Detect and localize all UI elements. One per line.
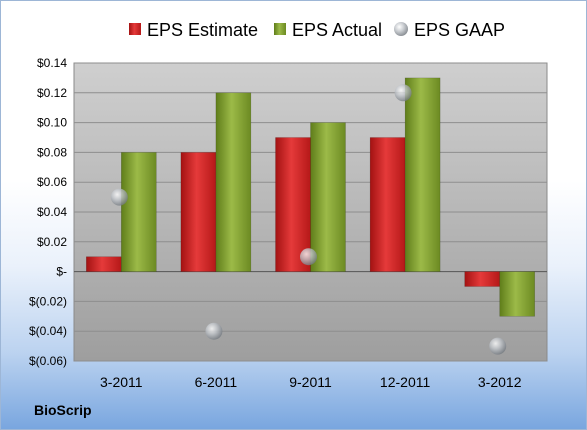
y-tick-label: $(0.06) [29,354,67,368]
actual-bar [310,122,346,272]
y-tick-label: $0.12 [37,86,67,100]
y-axis: $0.14 $0.12 $0.10 $0.08 $0.06 $0.04 $0.02 $- $(0… [29,56,67,368]
actual-bar [499,271,535,317]
gaap-markers [110,84,507,355]
y-tick-label: $0.06 [37,175,67,189]
y-tick-label: $- [56,265,67,279]
legend-item-gaap: EPS GAAP [394,20,505,40]
estimate-bar [464,271,500,287]
legend-item-actual: EPS Actual [274,20,382,40]
legend-swatch-estimate [129,23,141,35]
gridlines [74,62,547,362]
actual-bar [121,152,157,272]
bars [86,77,535,317]
legend-label-estimate: EPS Estimate [147,20,258,40]
legend: EPS Estimate EPS Actual EPS GAAP [129,20,505,40]
x-category-label: 3-2011 [100,374,143,390]
x-axis: 3-2011 6-2011 9-2011 12-2011 3-2012 [100,374,522,390]
gaap-marker [205,322,223,340]
legend-label-actual: EPS Actual [292,20,382,40]
legend-label-gaap: EPS GAAP [414,20,505,40]
y-tick-label: $0.10 [37,116,67,130]
actual-bar [215,92,252,272]
legend-marker-gaap [394,22,408,36]
y-tick-label: $0.04 [37,205,67,219]
y-tick-label: $0.08 [37,145,67,159]
x-category-label: 6-2011 [195,374,238,390]
x-category-label: 3-2012 [478,374,522,390]
actual-bar [404,77,441,272]
x-category-label: 9-2011 [289,374,332,390]
estimate-bar [180,152,217,272]
y-tick-label: $(0.04) [29,324,67,338]
y-tick-label: $0.02 [37,235,67,249]
gaap-marker [300,248,317,266]
legend-item-estimate: EPS Estimate [129,20,258,40]
company-name: BioScrip [34,402,92,418]
estimate-bar [369,137,406,272]
gaap-marker [394,84,412,102]
y-tick-label: $0.14 [37,56,67,70]
gaap-marker [110,188,128,206]
y-tick-label: $(0.02) [29,294,67,308]
x-category-label: 12-2011 [380,374,431,390]
gaap-marker [489,337,507,355]
estimate-bar [86,256,122,272]
legend-swatch-actual [274,23,286,35]
